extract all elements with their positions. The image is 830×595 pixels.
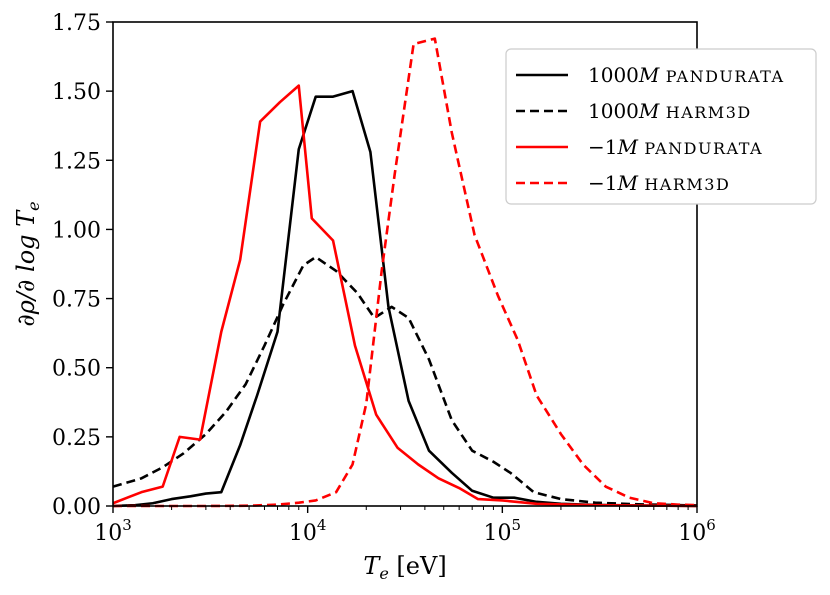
legend-box [505, 48, 817, 205]
x-tick-label-3: 106 [678, 516, 716, 546]
y-tick-label-7: 1.75 [52, 11, 101, 36]
y-tick-label-2: 0.50 [52, 357, 101, 382]
series-line-0 [112, 89, 698, 508]
y-tick-label-4: 1.00 [52, 218, 101, 243]
y-tick-label-3: 0.75 [52, 288, 101, 313]
y-tick-label-0: 0.00 [52, 495, 101, 520]
series-layer [112, 37, 698, 508]
legend: 1000M PANDURATA 1000M HARM3D −1M PANDURATA… [505, 48, 817, 205]
legend-label-0: 1000M PANDURATA [588, 63, 785, 87]
legend-label-1: 1000M HARM3D [588, 99, 752, 123]
x-tick-label-0: 103 [94, 516, 132, 546]
y-tick-label-5: 1.25 [52, 149, 101, 174]
y-axis-label: ∂ρ/∂ log Te [12, 201, 43, 326]
x-tick-label-2: 105 [484, 516, 522, 546]
x-tick-label-1: 104 [289, 516, 327, 546]
y-tick-label-1: 0.25 [52, 426, 101, 451]
series-line-3 [113, 37, 698, 508]
tick-layer: 0.00 0.25 0.50 0.75 1.00 1.25 1.50 1.75 103 104 10… [52, 11, 716, 546]
legend-label-3: −1M HARM3D [588, 171, 730, 195]
legend-label-2: −1M PANDURATA [588, 135, 763, 159]
y-tick-label-6: 1.50 [52, 80, 101, 105]
x-axis-label: Te [eV] [363, 552, 446, 583]
plot-area-frame [112, 21, 698, 507]
series-line-1 [112, 255, 698, 507]
series-line-2 [112, 84, 698, 508]
